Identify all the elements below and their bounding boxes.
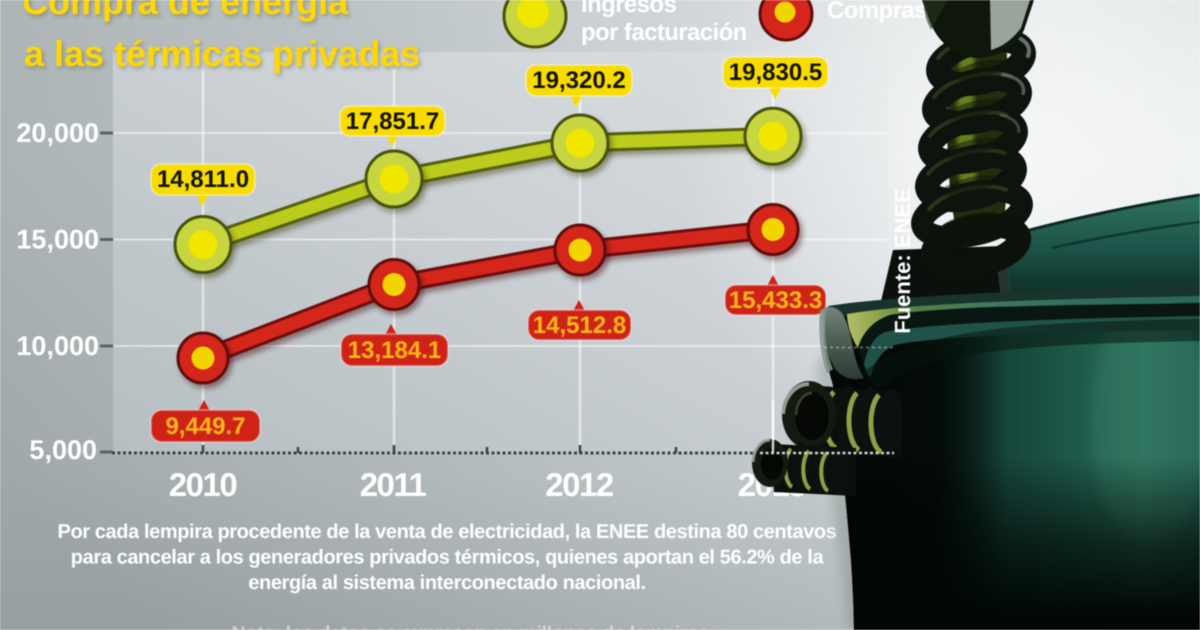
svg-text:19,830.5: 19,830.5 — [729, 59, 822, 86]
svg-text:energía al sistema interconect: energía al sistema interconectado nacion… — [248, 572, 645, 594]
svg-text:13,184.1: 13,184.1 — [348, 337, 441, 364]
svg-text:a las térmicas privadas: a las térmicas privadas — [26, 36, 422, 77]
svg-text:para cancelar a los generadore: para cancelar a los generadores privados… — [71, 547, 825, 569]
svg-text:5,000: 5,000 — [29, 435, 97, 465]
svg-text:a las térmicas privadas: a las térmicas privadas — [24, 33, 420, 74]
svg-text:por facturación: por facturación — [581, 19, 747, 46]
svg-text:Compra de energía: Compra de energía — [22, 0, 349, 22]
svg-text:Compra de energía: Compra de energía — [24, 0, 351, 25]
svg-text:Nota: los datos se expresan en: Nota: los datos se expresan en millones … — [231, 623, 709, 630]
svg-text:9,449.7: 9,449.7 — [165, 413, 245, 440]
svg-text:Compras: Compras — [827, 0, 927, 24]
svg-text:2010: 2010 — [169, 466, 237, 503]
svg-text:Por cada lempira procedente de: Por cada lempira procedente de la venta … — [58, 521, 837, 543]
svg-text:2011: 2011 — [360, 466, 427, 503]
svg-text:20,000: 20,000 — [16, 118, 99, 148]
svg-text:10,000: 10,000 — [16, 331, 99, 361]
svg-text:17,851.7: 17,851.7 — [346, 108, 439, 135]
svg-text:Ingresos: Ingresos — [581, 0, 676, 18]
svg-text:19,320.2: 19,320.2 — [532, 67, 625, 94]
svg-text:15,000: 15,000 — [16, 225, 99, 255]
svg-text:Fuente: ENEE: Fuente: ENEE — [890, 188, 915, 333]
svg-text:15,433.3: 15,433.3 — [729, 287, 822, 314]
svg-text:2012: 2012 — [545, 466, 614, 503]
svg-text:14,811.0: 14,811.0 — [157, 166, 249, 193]
svg-text:14,512.8: 14,512.8 — [533, 312, 626, 339]
